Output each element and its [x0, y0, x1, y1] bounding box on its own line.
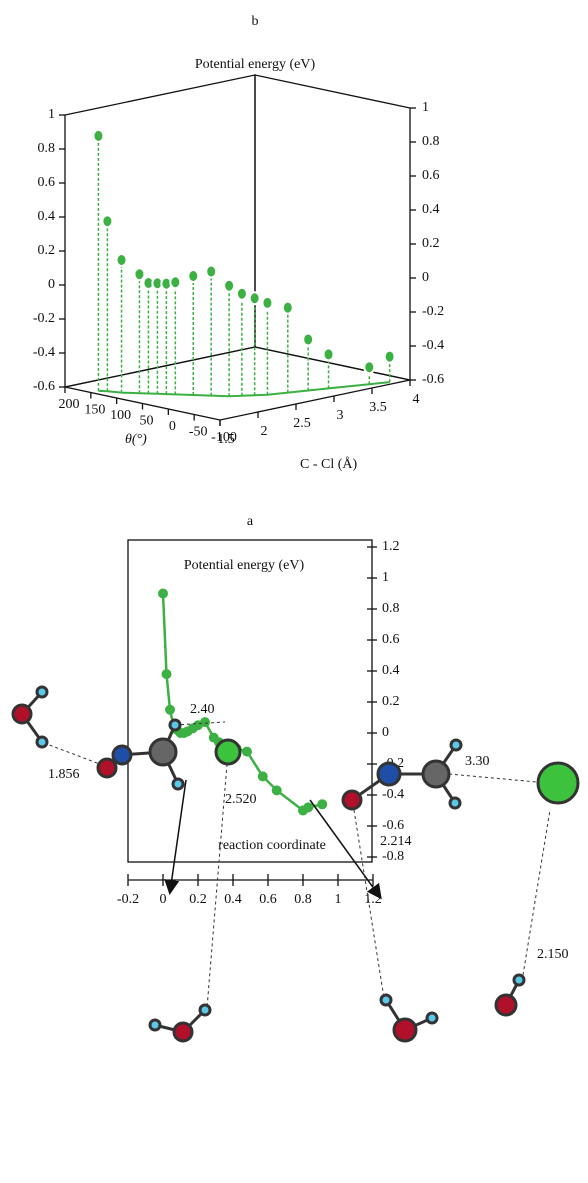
- z-tick-label: -0.4: [422, 338, 444, 353]
- x-tick-label: 0: [169, 419, 176, 434]
- point: [224, 280, 234, 292]
- z-tick-label: -0.6: [33, 379, 55, 394]
- point: [188, 270, 198, 282]
- plot-area: [128, 540, 372, 862]
- y-tick-label: 0: [382, 725, 389, 740]
- point: [165, 705, 175, 715]
- point: [283, 302, 293, 314]
- wall: [65, 75, 255, 387]
- x-tick-label: 1: [335, 892, 342, 907]
- x-tick-label: 0.8: [294, 892, 312, 907]
- y-tick-label: 4: [413, 392, 420, 407]
- z-tick-label: 0.2: [422, 236, 440, 251]
- point: [102, 215, 112, 227]
- z-tick-label: 1: [422, 100, 429, 115]
- distance: 3.30: [465, 754, 490, 769]
- point: [364, 361, 374, 373]
- point: [258, 771, 268, 781]
- z-tick-label: 0.2: [38, 243, 56, 258]
- annotation: reaction coordinate: [218, 838, 326, 853]
- point: [250, 292, 260, 304]
- x-tick-label: 100: [110, 408, 131, 423]
- z-tick-label: -0.2: [33, 311, 55, 326]
- point: [206, 266, 216, 278]
- y-tick-label: 2: [261, 424, 268, 439]
- x-tick-label: -0.2: [117, 892, 139, 907]
- point: [317, 799, 327, 809]
- point: [237, 288, 247, 300]
- x-tick-label: 1.2: [364, 892, 382, 907]
- y-tick-label: 1: [382, 570, 389, 585]
- point: [93, 130, 103, 142]
- y-tick-label: 3: [337, 408, 344, 423]
- distance: 2.214: [380, 834, 412, 849]
- z-tick-label: 0: [48, 277, 55, 292]
- point: [242, 747, 252, 757]
- x-axis-label: θ(°): [125, 432, 147, 447]
- molecule-right: [343, 740, 578, 1041]
- point: [262, 297, 272, 309]
- x-tick-label: 50: [140, 414, 154, 429]
- x-tick-label: 150: [84, 403, 105, 418]
- z-tick-label: 0.4: [38, 209, 56, 224]
- z-tick-label: -0.2: [422, 304, 444, 319]
- y-tick-label: -0.8: [382, 849, 404, 864]
- y-tick-label: 0.4: [382, 663, 400, 678]
- y-tick-label: 0.8: [382, 601, 400, 616]
- point: [324, 348, 334, 360]
- subtitle: Potential energy (eV): [195, 57, 316, 72]
- distance: 2.40: [190, 702, 215, 717]
- distance: 1.856: [48, 767, 80, 782]
- point: [117, 254, 127, 266]
- x-tick-label: 0.2: [189, 892, 207, 907]
- point: [385, 351, 395, 363]
- z-tick-label: -0.4: [33, 345, 55, 360]
- y-tick-label: 0.2: [382, 694, 400, 709]
- x-tick-label: 0: [160, 892, 167, 907]
- y-tick-label: -0.6: [382, 818, 404, 833]
- y-axis-label: C - Cl (Å): [300, 456, 358, 472]
- molecule-left: [13, 687, 240, 1041]
- point: [200, 717, 210, 727]
- y-tick-label: -0.4: [382, 787, 404, 802]
- y-tick-label: 1.5: [217, 432, 235, 447]
- point: [134, 268, 144, 280]
- z-tick-label: 1: [48, 107, 55, 122]
- z-tick-label: 0.8: [38, 141, 56, 156]
- x-tick-label: 0.4: [224, 892, 242, 907]
- point: [162, 669, 172, 679]
- x-tick-label: 200: [59, 397, 80, 412]
- line: [163, 594, 322, 811]
- z-tick-label: 0.4: [422, 202, 440, 217]
- distance: 2.150: [537, 947, 569, 962]
- point: [170, 276, 180, 288]
- z-tick-label: 0: [422, 270, 429, 285]
- z-tick-label: 0.8: [422, 134, 440, 149]
- x-tick-label: 0.6: [259, 892, 277, 907]
- point: [272, 785, 282, 795]
- y-tick-label: 3.5: [369, 400, 387, 415]
- point: [303, 334, 313, 346]
- wall: [255, 75, 410, 380]
- y-tick-label: 0.6: [382, 632, 400, 647]
- z-tick-label: -0.6: [422, 372, 444, 387]
- y-tick-label: 2.5: [293, 416, 311, 431]
- subtitle: Potential energy (eV): [184, 558, 305, 573]
- title: a: [247, 514, 254, 529]
- title: b: [252, 14, 259, 29]
- distance: 2.520: [225, 792, 257, 807]
- z-tick-label: 0.6: [38, 175, 56, 190]
- figure: b Potential energy (eV) 1 1 0.8 0.8 0.6 0.6 0.4 0…: [0, 0, 588, 1178]
- y-tick-label: 1.2: [382, 539, 400, 554]
- point: [303, 802, 313, 812]
- point: [158, 589, 168, 599]
- x-tick-label: -50: [189, 425, 208, 440]
- z-tick-label: 0.6: [422, 168, 440, 183]
